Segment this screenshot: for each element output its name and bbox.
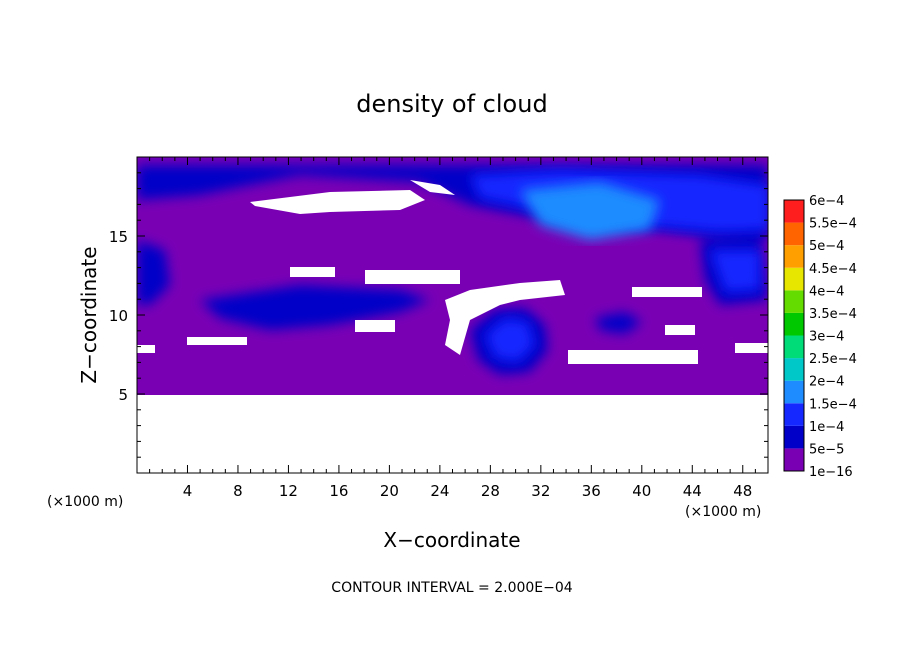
contour-1.5e-4	[520, 182, 660, 240]
colorbar-swatch	[784, 403, 804, 426]
contour-interval-note: CONTOUR INTERVAL = 2.000E−04	[331, 580, 572, 596]
x-tick-label: 20	[380, 482, 399, 500]
x-tick-label: 32	[531, 482, 550, 500]
x-tick-label: 44	[683, 482, 702, 500]
colorbar-label: 2e−4	[809, 375, 844, 390]
colorbar-label: 1e−16	[809, 465, 853, 480]
colorbar-label: 5e−4	[809, 239, 844, 254]
colorbar-label: 4e−4	[809, 284, 844, 299]
colorbar-swatch	[784, 358, 804, 381]
colorbar-label: 3.5e−4	[809, 307, 857, 322]
plot-area	[137, 157, 768, 473]
contour-high-cell	[520, 182, 660, 240]
missing-mid-right	[632, 287, 702, 297]
y-axis-label: Z−coordinate	[77, 246, 101, 383]
x-tick-label: 48	[733, 482, 752, 500]
x-tick-label: 16	[329, 482, 348, 500]
missing-small-patch	[355, 320, 395, 332]
colorbar-swatch	[784, 222, 804, 246]
colorbar-swatch	[784, 335, 804, 359]
colorbar-label: 2.5e−4	[809, 352, 857, 367]
colorbar-label: 5e−5	[809, 442, 844, 457]
x-unit-right: (×1000 m)	[685, 504, 761, 520]
x-tick-label: 4	[183, 482, 193, 500]
colorbar-label: 3e−4	[809, 330, 844, 345]
x-tick-label: 12	[279, 482, 298, 500]
colorbar-swatch	[784, 290, 804, 313]
missing-upper-streak-1	[250, 190, 425, 214]
colorbar-label: 4.5e−4	[809, 262, 857, 277]
x-unit-left: (×1000 m)	[47, 494, 123, 510]
colorbar-label: 5.5e−4	[809, 217, 857, 232]
colorbar-swatch	[784, 425, 804, 449]
colorbar-swatch	[784, 312, 804, 336]
x-tick-label: 28	[481, 482, 500, 500]
missing-right-small	[665, 325, 695, 335]
y-axis: 5 10 15	[109, 172, 768, 458]
colorbar-label: 1.5e−4	[809, 397, 857, 412]
missing-data	[137, 180, 768, 473]
colorbar-label: 1e−4	[809, 420, 844, 435]
colorbar-label: 6e−4	[809, 194, 844, 209]
missing-left-edge	[137, 345, 155, 353]
contour-small-cell	[595, 312, 642, 334]
colorbar-swatch	[784, 267, 804, 291]
x-tick-label: 36	[582, 482, 601, 500]
missing-center-patch	[445, 280, 565, 355]
x-tick-label: 24	[430, 482, 449, 500]
missing-upper-streak-2	[410, 180, 455, 195]
y-tick-label: 10	[109, 307, 128, 325]
missing-lower-left	[187, 337, 247, 345]
missing-center-right	[568, 350, 698, 364]
colorbar-swatch	[784, 380, 804, 404]
colorbar-swatch	[784, 245, 804, 268]
contour-core-1e-4	[485, 318, 535, 362]
y-tick-label: 15	[109, 228, 128, 246]
colorbar: 1e−16 5e−5 1e−4 1.5e−4 2e−4 2.5e−4 3e−4 3.5e−4 4…	[783, 194, 857, 480]
missing-right-edge	[735, 343, 768, 353]
missing-mid-center	[365, 270, 460, 284]
colorbar-swatch	[784, 200, 804, 223]
x-axis-label: X−coordinate	[383, 528, 520, 552]
contour-right-1e-4	[710, 250, 760, 292]
x-axis: 4 8 12 16 20 24 28 32 36 40 44 48	[149, 157, 756, 500]
y-tick-label: 5	[118, 386, 128, 404]
chart-title: density of cloud	[356, 90, 547, 118]
missing-lower-band	[137, 395, 768, 473]
colorbar-swatch	[784, 448, 804, 471]
contour-middle-band	[200, 285, 430, 330]
x-tick-label: 40	[632, 482, 651, 500]
colorbar-frame	[783, 199, 805, 472]
x-tick-label: 8	[233, 482, 243, 500]
contour-left-lobe	[137, 240, 170, 305]
missing-mid-left	[290, 267, 335, 277]
